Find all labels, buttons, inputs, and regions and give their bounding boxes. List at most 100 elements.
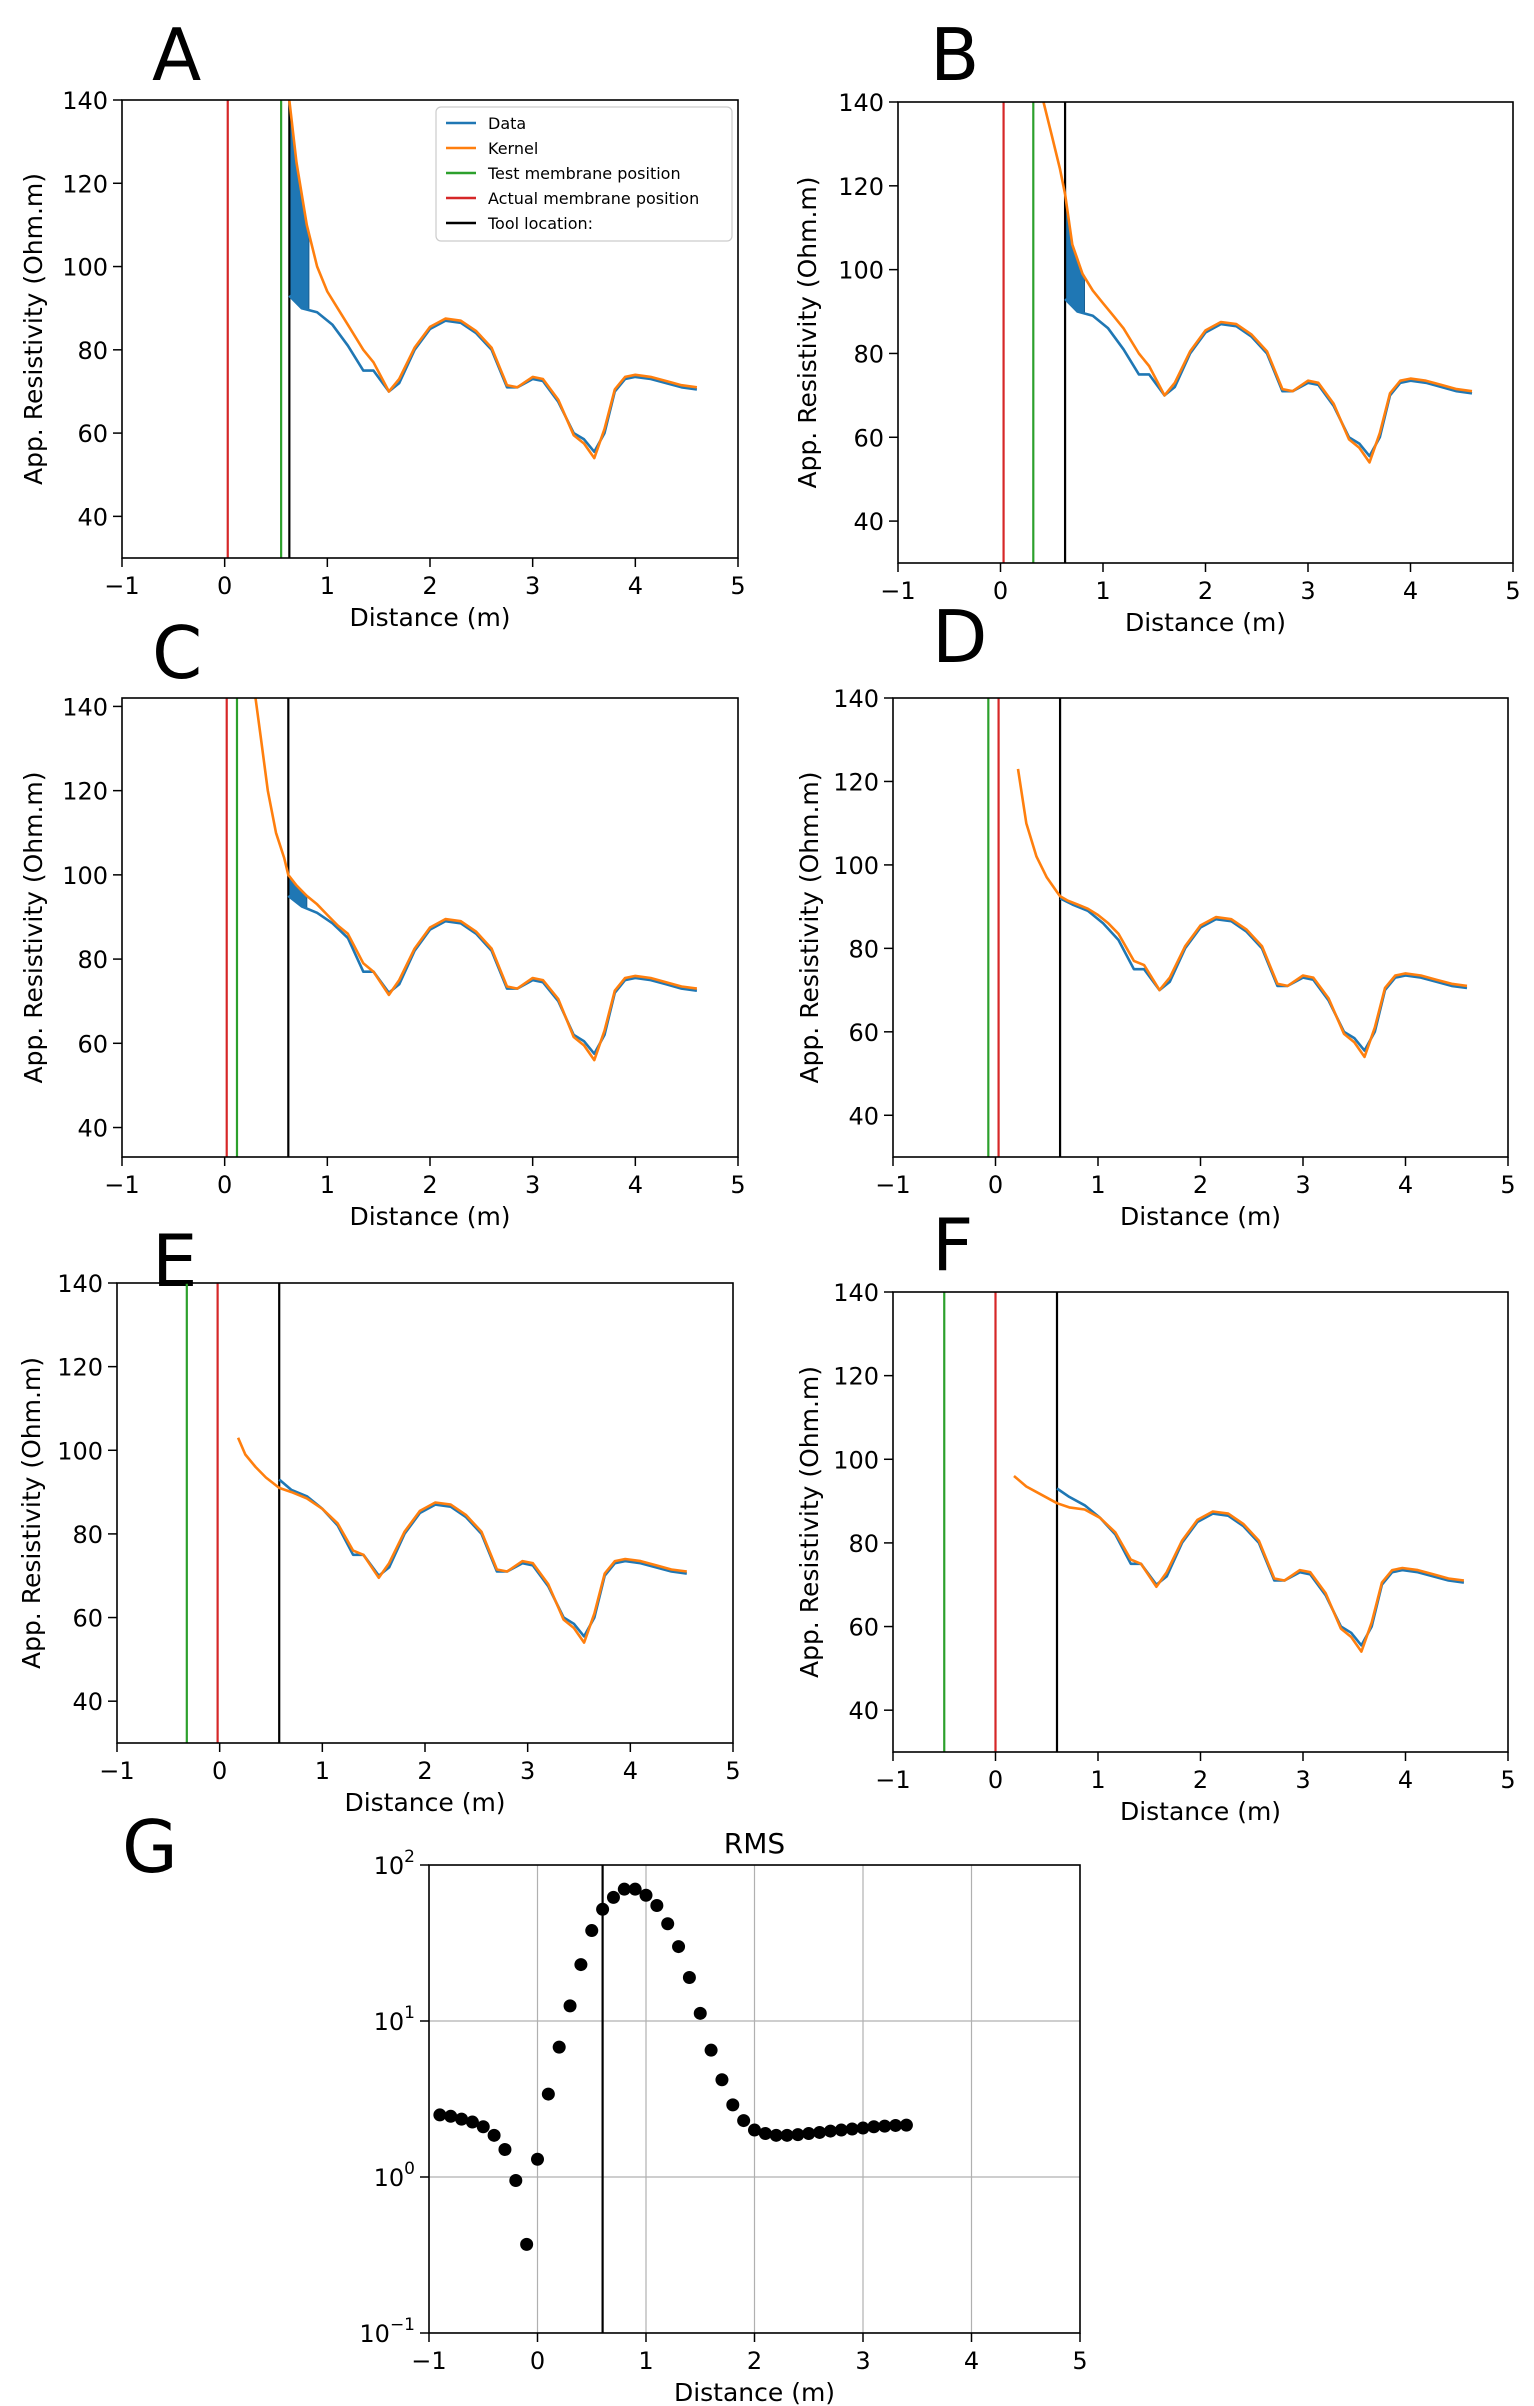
rms-point — [465, 2115, 479, 2129]
panel-f: F −1 0 1 2 3 4 5 40 60 80 100 120 140 Distance (m) App.… — [795, 1203, 1516, 1826]
plot-area — [185, 1283, 687, 1743]
plot-area — [429, 1865, 1080, 2333]
x-axis-label: Distance (m) — [1120, 1797, 1281, 1826]
series-line-kernel — [1042, 102, 1473, 464]
series-line-kernel — [1016, 768, 1468, 1059]
x-tick-label: 1 — [1090, 1171, 1105, 1199]
x-tick-label: 3 — [525, 1171, 540, 1199]
x-tick-label: 4 — [628, 572, 643, 600]
panel-letter: D — [932, 595, 987, 679]
x-tick-label: −1 — [104, 572, 139, 600]
x-tick-label: 5 — [730, 572, 745, 600]
rms-point — [487, 2128, 501, 2142]
y-tick-label: 100 — [374, 2159, 415, 2192]
rms-point — [585, 1924, 599, 1938]
x-tick-label: −1 — [99, 1757, 134, 1785]
x-axis-label: Distance (m) — [1125, 608, 1286, 637]
plot-area — [943, 1292, 1465, 1752]
x-tick-label: 0 — [217, 1171, 232, 1199]
x-tick-label: 1 — [320, 572, 335, 600]
x-axis-label: Distance (m) — [349, 603, 510, 632]
y-tick-label: 40 — [72, 1688, 103, 1716]
y-axis-label: App. Resistivity (Ohm.m) — [17, 1357, 46, 1669]
x-tick-label: 5 — [1500, 1171, 1515, 1199]
plot-area — [987, 698, 1468, 1157]
panel-a: A −1 0 1 2 3 4 5 40 60 80 100 120 140 Distance (m) App.… — [19, 13, 746, 632]
y-tick-base: 10 — [374, 2008, 405, 2036]
rms-point — [628, 1882, 642, 1896]
y-tick-label: 80 — [72, 1521, 103, 1549]
x-tick-label: 4 — [1403, 577, 1418, 605]
x-tick-label: 0 — [988, 1171, 1003, 1199]
y-tick-label: 80 — [77, 337, 108, 365]
x-tick-label: 4 — [1398, 1171, 1413, 1199]
rms-point — [769, 2128, 783, 2142]
rms-point — [433, 2108, 447, 2122]
panel-b: B −1 0 1 2 3 4 5 40 60 80 100 120 140 Distance (m) App.… — [793, 13, 1521, 637]
legend-label: Tool location: — [487, 214, 593, 233]
plot-area — [225, 698, 698, 1157]
panel-letter: G — [122, 1805, 178, 1889]
series-line-data — [278, 1478, 687, 1638]
x-tick-label: 5 — [730, 1171, 745, 1199]
legend-label: Kernel — [488, 139, 538, 158]
x-tick-label: 5 — [1505, 577, 1520, 605]
x-tick-label: 2 — [422, 572, 437, 600]
y-tick-exponent: 0 — [404, 2159, 415, 2179]
rms-point — [748, 2123, 761, 2137]
y-tick-exponent: 1 — [404, 2003, 415, 2023]
y-tick-exponent: −1 — [390, 2315, 415, 2335]
y-tick-label: 40 — [848, 1102, 879, 1130]
y-tick-label: 102 — [374, 1847, 415, 1880]
x-tick-label: 0 — [212, 1757, 227, 1785]
panel-d: D −1 0 1 2 3 4 5 40 60 80 100 120 140 Distance (m) App.… — [795, 595, 1516, 1231]
chart-title: RMS — [724, 1827, 785, 1860]
panel-letter: E — [152, 1219, 198, 1303]
x-tick-label: 1 — [1090, 1766, 1105, 1794]
y-tick-label: 120 — [57, 1354, 103, 1382]
y-tick-label: 140 — [833, 685, 879, 713]
series-line-kernel — [1013, 1475, 1465, 1653]
rms-point — [541, 2087, 555, 2101]
y-tick-label: 100 — [838, 257, 884, 285]
series-line-kernel — [254, 698, 698, 1062]
rms-point — [758, 2127, 772, 2141]
panel-letter: B — [930, 13, 979, 97]
rms-point — [867, 2120, 881, 2134]
y-tick-label: 101 — [374, 2003, 415, 2036]
legend-label: Actual membrane position — [488, 189, 699, 208]
x-tick-label: −1 — [880, 577, 915, 605]
rms-point — [780, 2128, 794, 2142]
y-tick-label: 60 — [77, 420, 108, 448]
x-tick-label: 3 — [855, 2347, 870, 2375]
series-line-data — [1059, 897, 1468, 1052]
rms-point — [444, 2109, 458, 2123]
x-axis-label: Distance (m) — [1120, 1202, 1281, 1231]
rms-point — [476, 2120, 490, 2134]
series-line-data — [288, 294, 698, 454]
plot-area — [1002, 102, 1473, 563]
y-tick-label: 100 — [833, 1446, 879, 1474]
y-tick-label: 100 — [833, 852, 879, 880]
rms-point — [606, 1890, 620, 1904]
y-tick-label: 120 — [62, 170, 108, 198]
rms-point — [704, 2043, 718, 2057]
x-tick-label: 3 — [1300, 577, 1315, 605]
rms-point — [617, 1882, 631, 1896]
y-tick-label: 120 — [833, 768, 879, 796]
y-tick-label: 60 — [77, 1030, 108, 1058]
x-tick-label: −1 — [104, 1171, 139, 1199]
rms-point — [834, 2123, 848, 2137]
rms-point — [455, 2112, 469, 2126]
y-tick-label: 10−1 — [359, 2315, 415, 2348]
y-tick-label: 100 — [62, 862, 108, 890]
y-tick-label: 40 — [848, 1697, 879, 1725]
x-tick-label: 2 — [422, 1171, 437, 1199]
rms-point — [802, 2127, 816, 2141]
y-tick-label: 60 — [848, 1019, 879, 1047]
rms-point — [661, 1917, 675, 1931]
rms-point — [726, 2098, 740, 2112]
series-line-kernel — [288, 100, 698, 460]
